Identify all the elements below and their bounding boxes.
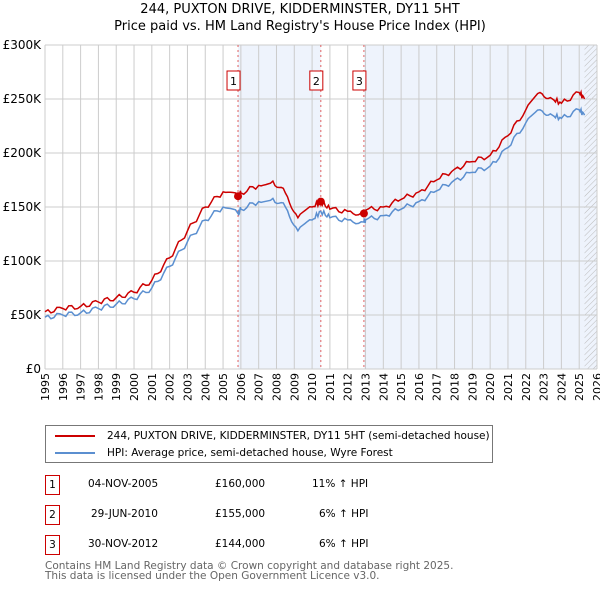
x-tick-label: 2013 <box>360 373 373 401</box>
date: 30-NOV-2012 <box>88 538 159 550</box>
price: £144,000 <box>215 538 266 550</box>
x-tick-label: 2020 <box>484 373 497 401</box>
x-tick-label: 2003 <box>181 373 194 401</box>
marker-badge: 1 <box>45 475 60 495</box>
x-tick-label: 1995 <box>39 373 52 401</box>
date: 04-NOV-2005 <box>88 478 159 490</box>
price: £155,000 <box>215 508 266 520</box>
legend-red-line <box>55 435 95 437</box>
sale-label: 2 <box>313 75 320 88</box>
y-tick-label: £250K <box>3 92 43 106</box>
legend-hpi: HPI: Average price, semi-detached house,… <box>107 447 393 459</box>
x-tick-label: 2016 <box>413 373 426 401</box>
footer-line: This data is licensed under the Open Gov… <box>45 570 380 582</box>
hpi-diff: 11% ↑ HPI <box>312 478 369 490</box>
x-tick-label: 1997 <box>75 373 88 401</box>
x-tick-label: 2005 <box>217 373 230 401</box>
series-line <box>44 106 586 320</box>
date: 29-JUN-2010 <box>91 508 158 520</box>
x-tick-label: 2025 <box>573 373 586 401</box>
x-tick-label: 2010 <box>306 373 319 401</box>
x-tick-label: 2008 <box>270 373 283 401</box>
sale-label: 1 <box>230 75 237 88</box>
chart: 1995 1996 1997 1998 1999 2000 2001 2002 2003 2004… <box>3 38 600 401</box>
y-tick-label: £150K <box>3 200 43 214</box>
legend: 244, PUXTON DRIVE, KIDDERMINSTER, DY11 5… <box>45 425 493 463</box>
x-tick-label: 2000 <box>128 373 141 401</box>
x-tick-label: 2006 <box>235 373 248 401</box>
x-tick-label: 2026 <box>591 373 600 401</box>
x-tick-label: 2017 <box>431 373 444 401</box>
chart-subtitle: Price paid vs. HM Land Registry's House … <box>114 19 486 34</box>
marker-badge: 2 <box>45 505 60 525</box>
x-tick-label: 2014 <box>377 373 390 401</box>
y-tick-label: £300K <box>3 38 43 52</box>
x-tick-label: 2024 <box>555 373 568 401</box>
x-tick-label: 2022 <box>520 373 533 401</box>
x-tick-label: 2015 <box>395 373 408 401</box>
transaction-row: 3 30-NOV-2012 £144,000 6% ↑ HPI <box>45 535 545 555</box>
hpi-diff: 6% ↑ HPI <box>319 538 369 550</box>
sale-label: 3 <box>356 75 363 88</box>
transaction-row: 2 29-JUN-2010 £155,000 6% ↑ HPI <box>45 505 545 525</box>
y-tick-label: £200K <box>3 146 43 160</box>
x-tick-label: 2009 <box>288 373 301 401</box>
x-tick-label: 2004 <box>199 373 212 401</box>
marker-badge: 3 <box>45 535 60 555</box>
x-tick-label: 2001 <box>146 373 159 401</box>
x-tick-label: 2019 <box>466 373 479 401</box>
x-tick-label: 1998 <box>92 373 105 401</box>
hpi-diff: 6% ↑ HPI <box>319 508 369 520</box>
x-tick-label: 2023 <box>538 373 551 401</box>
y-tick-label: £50K <box>10 308 42 322</box>
x-tick-label: 2002 <box>164 373 177 401</box>
sale-point <box>316 197 325 206</box>
x-tick-label: 2021 <box>502 373 515 401</box>
sale-label-box <box>352 70 367 91</box>
footer-line: Contains HM Land Registry data © Crown c… <box>45 560 454 572</box>
x-tick-label: 2018 <box>449 373 462 401</box>
sale-point <box>234 192 243 201</box>
y-tick-label: £100K <box>3 254 43 268</box>
x-tick-label: 2012 <box>342 373 355 401</box>
legend-blue-line <box>55 452 95 454</box>
legend-property: 244, PUXTON DRIVE, KIDDERMINSTER, DY11 5… <box>107 430 490 442</box>
sale-point <box>359 209 368 218</box>
price: £160,000 <box>215 478 266 490</box>
x-tick-label: 1999 <box>110 373 123 401</box>
y-tick-label: £0 <box>26 362 41 376</box>
x-tick-label: 2007 <box>253 373 266 401</box>
chart-title: 244, PUXTON DRIVE, KIDDERMINSTER, DY11 5… <box>140 2 460 17</box>
x-tick-label: 2011 <box>324 373 337 401</box>
x-tick-label: 1996 <box>57 373 70 401</box>
transaction-row: 1 04-NOV-2005 £160,000 11% ↑ HPI <box>45 475 545 495</box>
footer: Contains HM Land Registry data © Crown c… <box>45 560 454 582</box>
sale-label-box <box>226 70 241 91</box>
sale-label-box <box>309 70 324 91</box>
